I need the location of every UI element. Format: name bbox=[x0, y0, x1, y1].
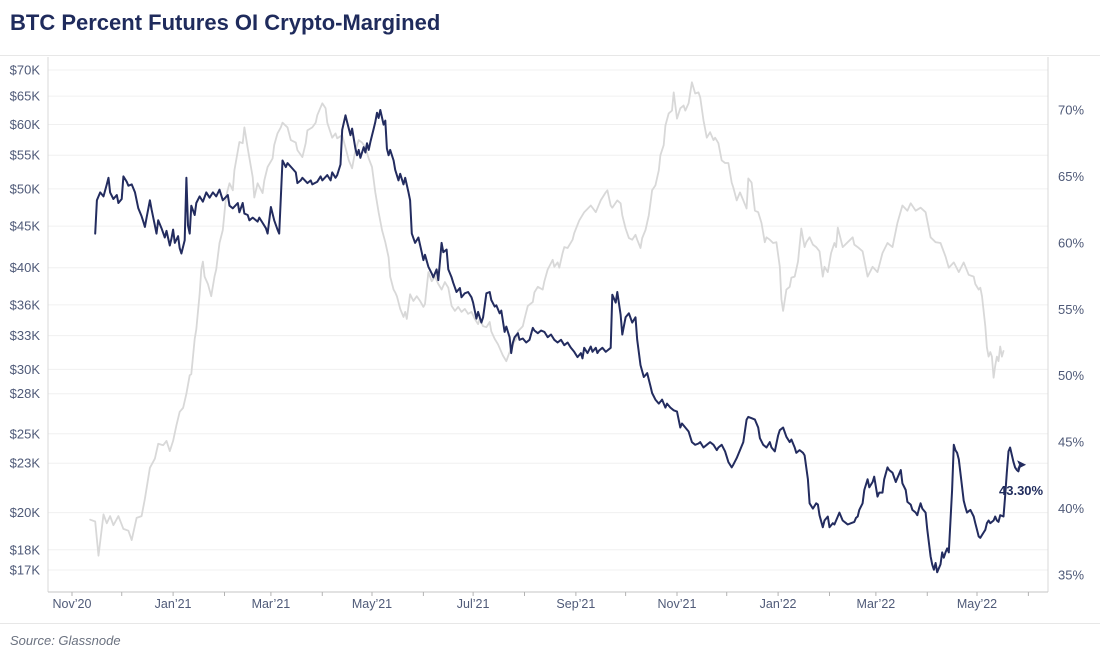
y-axis-price-label: $30K bbox=[10, 362, 41, 377]
y-axis-price-label: $50K bbox=[10, 181, 41, 196]
footer-divider bbox=[0, 623, 1100, 624]
y-axis-percent-label: 45% bbox=[1058, 435, 1084, 450]
y-axis-percent-label: 65% bbox=[1058, 169, 1084, 184]
x-axis-label: May’22 bbox=[957, 597, 997, 611]
x-axis-label: Jan’21 bbox=[155, 597, 192, 611]
x-axis-label: Jan’22 bbox=[760, 597, 797, 611]
y-axis-percent-label: 55% bbox=[1058, 302, 1084, 317]
x-axis-label: Mar’22 bbox=[857, 597, 896, 611]
y-axis-price-label: $17K bbox=[10, 563, 41, 578]
line-end-arrow-icon bbox=[1017, 460, 1027, 470]
y-axis-price-label: $25K bbox=[10, 426, 41, 441]
x-axis-label: May’21 bbox=[352, 597, 392, 611]
chart-title: BTC Percent Futures OI Crypto-Margined bbox=[10, 10, 441, 35]
x-axis-label: Jul’21 bbox=[457, 597, 490, 611]
btc-price-line bbox=[89, 81, 1005, 557]
y-axis-percent-label: 60% bbox=[1058, 235, 1084, 250]
y-axis-price-label: $28K bbox=[10, 386, 41, 401]
y-axis-price-label: $36K bbox=[10, 297, 41, 312]
x-axis-label: Mar’21 bbox=[252, 597, 291, 611]
x-axis-label: Sep’21 bbox=[556, 597, 595, 611]
y-axis-price-label: $18K bbox=[10, 542, 41, 557]
last-value-annotation: 43.30% bbox=[999, 483, 1044, 498]
y-axis-price-label: $55K bbox=[10, 148, 41, 163]
y-axis-price-label: $40K bbox=[10, 260, 41, 275]
y-axis-price-label: $33K bbox=[10, 328, 41, 343]
y-axis-price-label: $45K bbox=[10, 219, 41, 234]
y-axis-price-label: $23K bbox=[10, 456, 41, 471]
y-axis-price-label: $20K bbox=[10, 505, 41, 520]
x-axis-label: Nov’20 bbox=[53, 597, 92, 611]
header-divider bbox=[0, 55, 1100, 56]
y-axis-price-label: $65K bbox=[10, 89, 41, 104]
y-axis-percent-label: 70% bbox=[1058, 103, 1084, 118]
y-axis-price-label: $70K bbox=[10, 63, 41, 78]
y-axis-price-label: $60K bbox=[10, 117, 41, 132]
y-axis-percent-label: 50% bbox=[1058, 368, 1084, 383]
y-axis-percent-label: 35% bbox=[1058, 568, 1084, 583]
percent-oi-line bbox=[94, 109, 1022, 574]
y-axis-percent-label: 40% bbox=[1058, 501, 1084, 516]
x-axis-label: Nov’21 bbox=[658, 597, 697, 611]
source-caption: Source: Glassnode bbox=[10, 633, 121, 648]
